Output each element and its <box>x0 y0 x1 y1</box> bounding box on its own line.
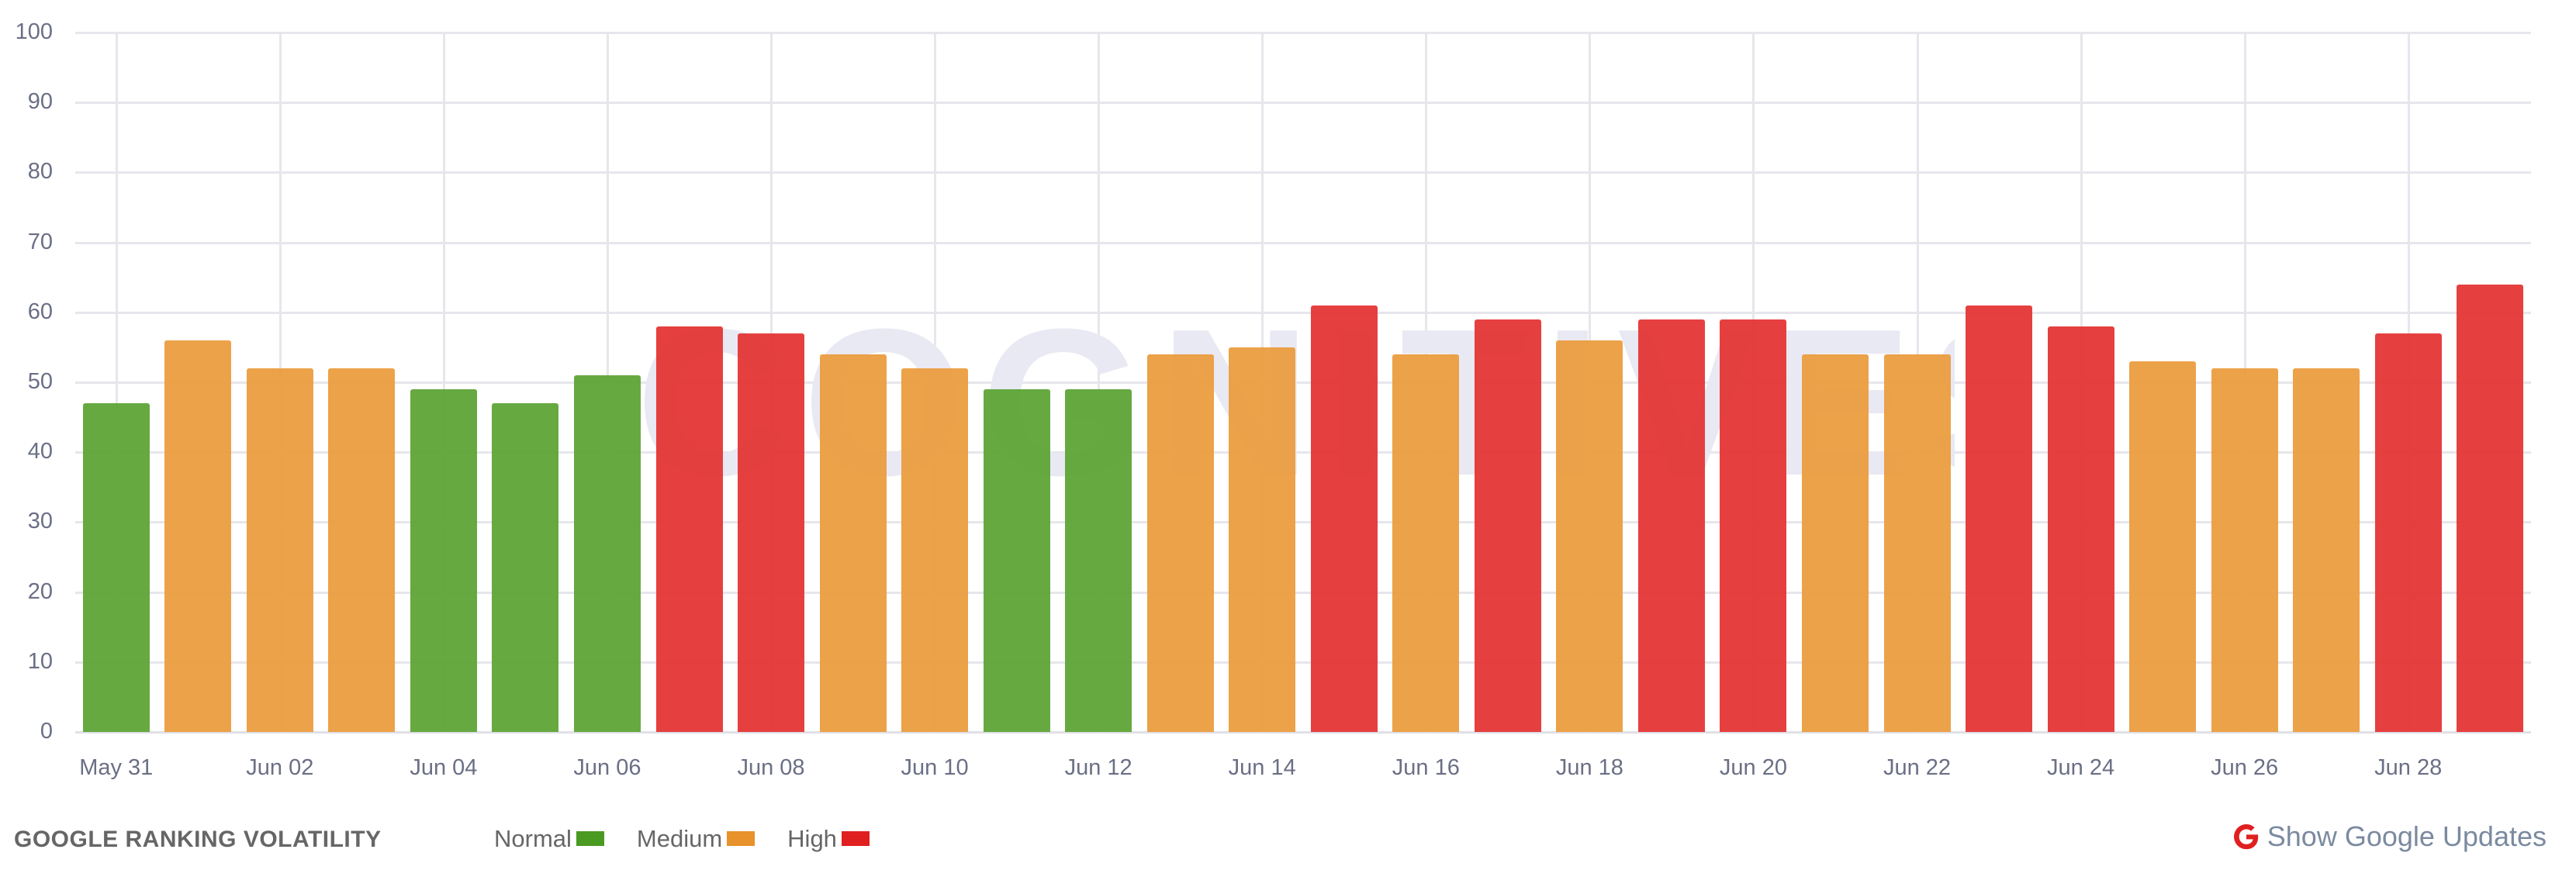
legend-swatch-high <box>841 831 870 846</box>
h-gridline <box>75 451 2531 454</box>
bar-jun-10[interactable] <box>901 368 969 732</box>
chart-title: GOOGLE RANKING VOLATILITY <box>14 827 382 852</box>
bar-jun-11[interactable] <box>983 389 1050 732</box>
v-gridline <box>442 33 445 732</box>
bar-jun-06[interactable] <box>573 375 641 732</box>
x-tick-label: Jun 10 <box>901 755 969 780</box>
legend-label: High <box>787 825 837 852</box>
y-tick-label: 60 <box>27 299 53 324</box>
y-tick-label: 50 <box>27 369 53 394</box>
legend-item-normal[interactable]: Normal <box>494 827 604 851</box>
bar-jun-24[interactable] <box>2047 326 2114 732</box>
legend-label: Normal <box>494 825 572 852</box>
x-tick-label: Jun 08 <box>737 755 805 780</box>
bar-jun-04[interactable] <box>410 389 477 732</box>
bar-jun-08[interactable] <box>738 333 805 732</box>
legend-item-high[interactable]: High <box>787 827 870 851</box>
bar-jun-22[interactable] <box>1883 354 1951 732</box>
bar-jun-20[interactable] <box>1720 319 1787 732</box>
bar-jun-27[interactable] <box>2293 368 2360 732</box>
x-tick-label: Jun 14 <box>1228 755 1296 780</box>
y-tick-label: 40 <box>27 439 53 464</box>
v-gridline <box>1098 33 1101 732</box>
bar-jun-28[interactable] <box>2374 333 2442 732</box>
bar-jun-23[interactable] <box>1966 305 2033 732</box>
y-tick-label: 70 <box>27 229 53 254</box>
bar-jun-19[interactable] <box>1637 319 1705 732</box>
bar-jun-14[interactable] <box>1229 347 1296 732</box>
y-tick-label: 30 <box>27 509 53 534</box>
x-tick-label: Jun 02 <box>246 755 314 780</box>
bar-jun-07[interactable] <box>655 326 723 732</box>
bar-jun-09[interactable] <box>819 354 887 732</box>
bar-jun-01[interactable] <box>164 340 232 732</box>
y-tick-label: 90 <box>27 89 53 115</box>
y-tick-label: 10 <box>27 648 53 674</box>
x-tick-label: Jun 04 <box>410 755 478 780</box>
h-gridline <box>75 521 2531 524</box>
h-gridline <box>75 381 2531 384</box>
y-tick-label: 0 <box>40 719 53 744</box>
h-gridline <box>75 661 2531 664</box>
legend-swatch-medium <box>727 831 756 846</box>
x-tick-label: Jun 12 <box>1064 755 1132 780</box>
h-gridline <box>75 171 2531 174</box>
x-tick-label: Jun 06 <box>573 755 641 780</box>
x-tick-label: Jun 26 <box>2211 755 2279 780</box>
bar-jun-16[interactable] <box>1392 354 1460 732</box>
y-tick-label: 100 <box>15 19 53 44</box>
h-gridline <box>75 311 2531 314</box>
bar-jun-03[interactable] <box>328 368 396 732</box>
legend: Normal Medium High <box>494 827 902 851</box>
x-tick-label: Jun 20 <box>1719 755 1787 780</box>
bar-jun-12[interactable] <box>1065 389 1132 732</box>
x-tick-label: Jun 22 <box>1883 755 1952 780</box>
show-google-updates-button[interactable]: Show Google Updates <box>2232 822 2547 851</box>
legend-item-medium[interactable]: Medium <box>636 825 756 852</box>
bar-jun-18[interactable] <box>1556 340 1623 732</box>
legend-swatch-normal <box>576 831 604 846</box>
bar-jun-15[interactable] <box>1310 305 1378 732</box>
x-tick-label: May 31 <box>79 755 154 780</box>
legend-label: Medium <box>636 825 723 852</box>
h-gridline <box>75 591 2531 594</box>
v-gridline <box>115 33 118 732</box>
y-tick-label: 80 <box>27 159 53 185</box>
bar-jun-17[interactable] <box>1474 319 1541 732</box>
x-tick-label: Jun 18 <box>1555 755 1623 780</box>
x-tick-label: Jun 28 <box>2374 755 2443 780</box>
h-gridline <box>75 102 2531 105</box>
x-tick-label: Jun 16 <box>1392 755 1460 780</box>
h-gridline <box>75 32 2531 34</box>
bar-may-31[interactable] <box>82 403 150 732</box>
bar-jun-29[interactable] <box>2457 284 2524 732</box>
google-g-icon <box>2233 824 2258 850</box>
bar-jun-05[interactable] <box>492 403 559 732</box>
x-axis-baseline <box>75 731 2531 734</box>
bar-jun-26[interactable] <box>2211 368 2278 732</box>
bar-jun-25[interactable] <box>2129 361 2197 732</box>
bar-jun-02[interactable] <box>246 368 313 732</box>
h-gridline <box>75 241 2531 244</box>
x-tick-label: Jun 24 <box>2047 755 2115 780</box>
y-tick-label: 20 <box>27 578 53 604</box>
bar-jun-13[interactable] <box>1146 354 1214 732</box>
show-google-updates-label: Show Google Updates <box>2267 820 2547 852</box>
bar-jun-21[interactable] <box>1801 354 1869 732</box>
